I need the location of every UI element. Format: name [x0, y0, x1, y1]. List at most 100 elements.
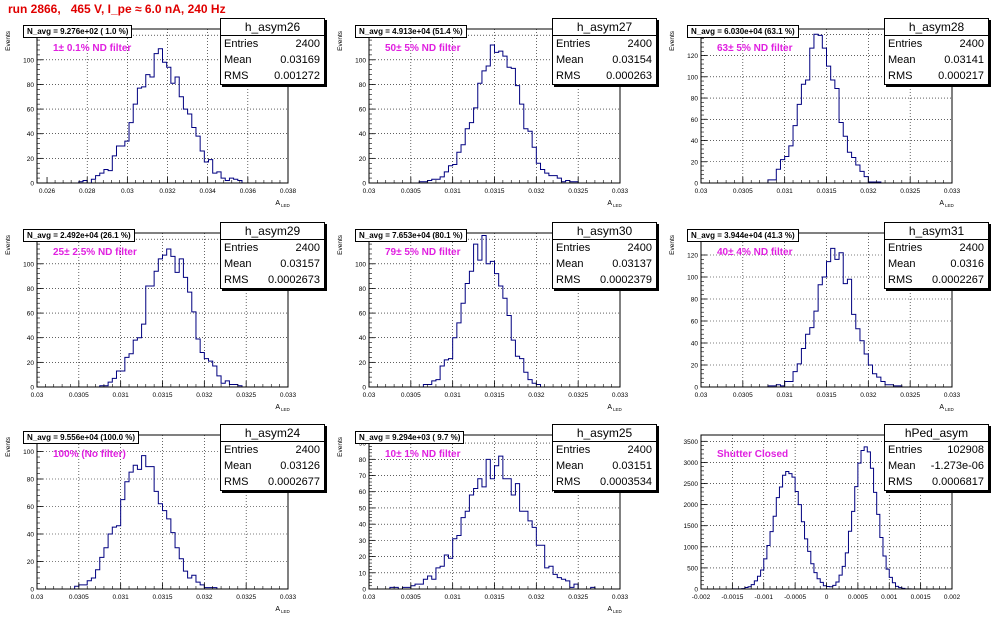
canvas-title: run 2866, 465 V, I_pe ≈ 6.0 nA, 240 Hz: [8, 2, 226, 16]
y-tick-label: 0: [362, 181, 366, 188]
stats-value: 0.0006817: [932, 476, 984, 488]
stats-value: -1.273e-06: [930, 460, 984, 472]
y-tick-label: 3500: [684, 439, 699, 446]
y-tick-label: 80: [691, 96, 699, 103]
stats-label: Mean: [224, 54, 252, 66]
x-tick-label: 0.03: [31, 392, 44, 399]
filter-annotation: Shutter Closed: [717, 449, 789, 460]
x-tick-label: 0.033: [280, 594, 297, 601]
histogram-pad-h_asym25: 0.03 0.0305 0.031 0.0315 0.032 0.0325 0.033 0 10…: [332, 424, 662, 624]
stats-row-mean: Mean 0.03126: [221, 458, 324, 474]
y-tick-label: 2000: [684, 502, 699, 509]
navg-label: N_avg = 2.492e+04 (26.1 %): [23, 229, 135, 242]
x-tick-label: 0.032: [860, 188, 877, 195]
plot-frame: [36, 28, 289, 184]
stats-label: Mean: [224, 460, 252, 472]
x-tick-label: -0.002: [692, 594, 711, 601]
histogram-svg: 0.03 0.0305 0.031 0.0315 0.032 0.0325 0.033 0 20…: [337, 28, 629, 208]
stats-row-entries: Entries 2400: [553, 36, 656, 52]
stats-label: RMS: [224, 274, 249, 286]
y-tick-label: 40: [691, 341, 699, 348]
y-axis-title: Events: [337, 30, 344, 51]
x-axis-title-subscript: LED: [613, 407, 623, 412]
stats-row-mean: Mean 0.03141: [885, 52, 988, 68]
histogram-pad-h_asym24: 0.03 0.0305 0.031 0.0315 0.032 0.0325 0.033 0 20…: [0, 424, 330, 624]
x-tick-label: 0.032: [860, 392, 877, 399]
y-tick-label: 100: [23, 449, 34, 456]
histogram-svg: 0.03 0.0305 0.031 0.0315 0.032 0.0325 0.033 0 20…: [5, 232, 297, 412]
x-axis-title: A: [607, 404, 612, 411]
x-tick-label: 0.032: [159, 188, 176, 195]
histogram-pad-h_asym26: 0.026 0.028 0.03 0.032 0.034 0.036 0.038 0 20 40 6…: [0, 18, 330, 218]
stats-label: Entries: [556, 242, 591, 254]
y-tick-label: 10: [359, 570, 367, 577]
histogram-name: h_asym24: [221, 425, 324, 442]
stats-row-mean: Mean 0.03151: [553, 458, 656, 474]
y-axis-title: Events: [669, 30, 676, 51]
x-tick-label: 0.032: [196, 392, 213, 399]
stats-value: 0.0002673: [268, 274, 320, 286]
x-tick-label: 0.033: [944, 188, 961, 195]
stats-label: Entries: [888, 444, 923, 456]
x-tick-label: 0.0305: [733, 188, 753, 195]
histogram-svg: 0.03 0.0305 0.031 0.0315 0.032 0.0325 0.033 0 20…: [337, 232, 629, 412]
x-axis-title-subscript: LED: [945, 407, 955, 412]
stats-label: Entries: [888, 38, 923, 50]
stats-value: 2400: [295, 444, 320, 456]
x-tick-label: 0.034: [200, 188, 217, 195]
stats-box: hPed_asym Entries 102908 Mean -1.273e-06 RMS 0…: [884, 424, 989, 491]
stats-row-mean: Mean 0.03154: [553, 52, 656, 68]
x-tick-label: -0.001: [755, 594, 774, 601]
stats-value: 0.03141: [944, 54, 984, 66]
navg-label: N_avg = 4.913e+04 (51.4 %): [355, 25, 467, 38]
histogram-svg: 0.03 0.0305 0.031 0.0315 0.032 0.0325 0.033 0 20…: [5, 434, 297, 614]
y-tick-label: 80: [691, 297, 699, 304]
x-tick-label: -0.0005: [784, 594, 806, 601]
histogram-line: [37, 48, 288, 184]
stats-value: 0.03137: [612, 258, 652, 270]
stats-label: Entries: [888, 242, 923, 254]
histogram-svg: 0.03 0.0305 0.031 0.0315 0.032 0.0325 0.033 0 10…: [337, 434, 629, 614]
x-tick-label: 0.03: [695, 188, 708, 195]
x-axis-title: A: [275, 200, 280, 207]
x-axis-title: A: [607, 200, 612, 207]
x-tick-label: 0.036: [240, 188, 257, 195]
filter-annotation: 1± 0.1% ND filter: [53, 43, 132, 54]
x-tick-label: 0.0325: [568, 594, 588, 601]
x-tick-label: 0.0325: [568, 392, 588, 399]
x-axis-title: A: [939, 404, 944, 411]
x-tick-label: 0.0305: [69, 594, 89, 601]
histogram-name: h_asym30: [553, 223, 656, 240]
filter-annotation: 40± 4% ND filter: [717, 247, 793, 258]
stats-box: h_asym24 Entries 2400 Mean 0.03126 RMS 0.00026…: [220, 424, 325, 491]
y-tick-label: 100: [23, 57, 34, 64]
x-tick-label: 0.033: [944, 392, 961, 399]
y-tick-label: 0: [694, 181, 698, 188]
y-tick-label: 80: [27, 477, 35, 484]
x-tick-label: 0.0305: [69, 392, 89, 399]
stats-value: 2400: [295, 242, 320, 254]
stats-value: 0.0002267: [932, 274, 984, 286]
y-tick-label: 80: [27, 82, 35, 89]
histogram-pad-h_asym28: 0.03 0.0305 0.031 0.0315 0.032 0.0325 0.033 0 20…: [664, 18, 994, 218]
y-tick-label: 1000: [684, 544, 699, 551]
histogram-name: h_asym31: [885, 223, 988, 240]
x-tick-label: 0: [825, 594, 829, 601]
stats-value: 0.000263: [606, 70, 652, 82]
x-axis-title: A: [275, 606, 280, 613]
y-tick-label: 90: [359, 441, 367, 448]
histogram-line: [369, 455, 620, 590]
x-tick-label: 0.03: [363, 594, 376, 601]
stats-value: 2400: [627, 242, 652, 254]
x-tick-label: 0.033: [612, 392, 629, 399]
stats-box: h_asym31 Entries 2400 Mean 0.0316 RMS 0.000226…: [884, 222, 989, 289]
stats-row-entries: Entries 2400: [221, 240, 324, 256]
stats-row-entries: Entries 102908: [885, 442, 988, 458]
y-tick-label: 20: [27, 360, 35, 367]
histogram-pad-h_asym29: 0.03 0.0305 0.031 0.0315 0.032 0.0325 0.033 0 20…: [0, 222, 330, 422]
y-tick-label: 40: [27, 532, 35, 539]
y-tick-label: 20: [359, 156, 367, 163]
y-tick-label: 2500: [684, 481, 699, 488]
stats-label: RMS: [556, 274, 581, 286]
stats-value: 0.0002677: [268, 476, 320, 488]
